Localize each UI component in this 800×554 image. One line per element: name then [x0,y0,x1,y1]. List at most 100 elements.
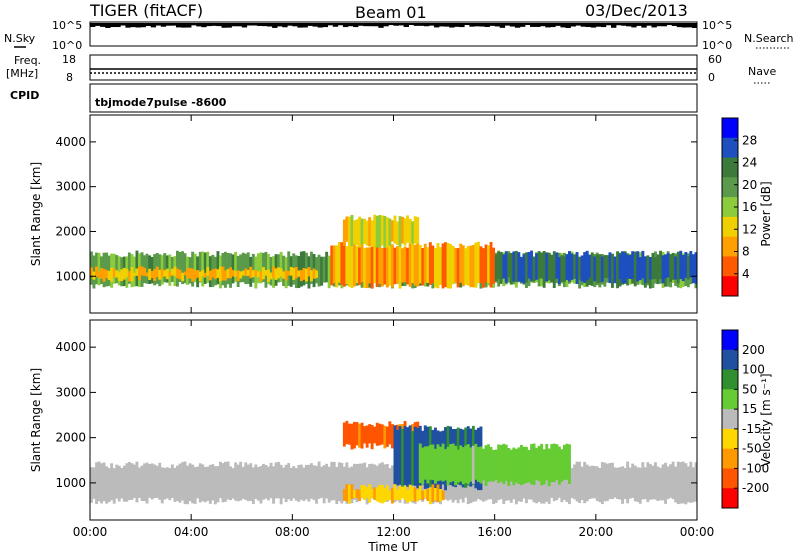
noise-mark [403,23,409,28]
heatmap-cell-core-band [315,270,318,278]
heatmap-cell-orange-low [408,484,412,502]
noise-mark [590,23,597,28]
heatmap-cell-main-band [97,252,101,286]
heatmap-cell-orange-low [434,488,437,501]
heatmap-cell-orange-low [398,486,402,501]
heatmap-cell-day-patch [464,248,468,285]
heatmap-cell-ground-scatter [641,462,645,500]
heatmap-cell-ground-scatter [633,465,637,502]
heatmap-cell-ground-scatter [368,464,372,500]
heatmap-cell-main-band [256,253,260,284]
heatmap-cell-ground-scatter [239,461,243,501]
heatmap-cell-day-patch [482,248,485,288]
heatmap-cell-late-band [547,252,551,281]
heatmap-cell-orange-low [393,484,397,500]
heatmap-cell-day-patch [335,245,339,288]
heatmap-cell-late-band [527,252,531,279]
heatmap-cell-ground-scatter [593,466,597,499]
beam-title: Beam 01 [355,3,427,22]
heatmap-cell-core-band [272,266,275,278]
x-tick-label: 12:00 [376,525,411,539]
heatmap-cell-main-band [198,251,202,283]
heatmap-cell-blue-arc [396,429,399,486]
heatmap-cell-day-patch [428,242,432,285]
heatmap-cell-core-band [302,268,306,280]
heatmap-cell-core-band [221,266,225,281]
heatmap-cell-red-streak [360,422,364,449]
heatmap-cell-late-band [530,250,533,281]
noise-mark [464,23,470,26]
heatmap-cell-ground-scatter [246,464,250,502]
noise-mark [661,23,667,27]
noise-mark [125,23,131,28]
noise-mark [494,23,501,27]
colorbar-swatch [722,389,738,410]
heatmap-cell-ground-scatter [90,467,93,503]
heatmap-cell-late-band [669,254,673,282]
heatmap-cell-ground-scatter [605,463,609,502]
heatmap-cell-core-band [287,271,291,276]
noise-mark [358,23,364,26]
colorbar-swatch [722,409,738,430]
colorbar-swatch [722,157,738,178]
y-tick-label: 1000 [55,476,86,490]
heatmap-cell-orange-low [353,490,356,498]
heatmap-cell-green-patch [459,445,463,482]
heatmap-cell-upper-patch [396,221,399,245]
noise-mark [383,23,389,27]
noise-mark [479,23,485,27]
noise-mark [181,23,187,28]
noise-mark [489,23,495,26]
heatmap-cell-green-patch [497,444,501,483]
heatmap-cell-red-streak [348,423,351,445]
heatmap-cell-main-band [181,251,184,285]
heatmap-cell-ground-scatter [168,468,172,501]
heatmap-cell-green-patch [431,444,435,481]
noise-mark [428,23,435,26]
heatmap-cell-core-band [178,269,182,280]
noise-mark [236,23,243,27]
heatmap-cell-ground-scatter [282,467,286,499]
heatmap-cell-green-patch [441,443,445,482]
heatmap-cell-ground-scatter [249,463,253,501]
heatmap-cell-core-band [133,272,136,277]
heatmap-cell-core-band [259,271,263,282]
heatmap-cell-ground-scatter [198,463,202,503]
heatmap-cell-orange-low [413,487,417,502]
heatmap-cell-green-patch [555,444,559,480]
heatmap-cell-main-band [226,253,230,285]
heatmap-cell-core-band [105,270,109,278]
heatmap-cell-ground-scatter [378,463,382,501]
heatmap-cell-green-patch [444,449,447,481]
colorbar-tick-label: 24 [742,156,757,170]
heatmap-cell-day-patch [434,248,437,288]
heatmap-cell-green-patch [487,444,490,482]
heatmap-cell-main-band [322,256,326,283]
colorbar-swatch [722,330,738,351]
heatmap-cell-green-patch [507,448,511,486]
heatmap-cell-ground-scatter [552,464,556,502]
heatmap-cell-ground-scatter [666,466,670,500]
noise-mark [312,23,318,27]
heatmap-cell-ground-scatter [287,463,291,500]
heatmap-cell-late-band [512,251,516,282]
power-cbar-label: Power [dB] [759,181,773,246]
heatmap-cell-ground-scatter [651,465,655,500]
heatmap-cell-orange-low [416,489,420,502]
heatmap-cell-late-band [555,252,559,279]
heatmap-cell-day-patch [332,245,336,284]
heatmap-cell-ground-scatter [95,462,98,505]
heatmap-cell-ground-scatter [269,462,273,499]
heatmap-cell-ground-scatter [112,468,116,504]
heatmap-cell-core-band [279,268,283,277]
colorbar-swatch [722,137,738,159]
heatmap-cell-green-patch [477,447,480,482]
heatmap-cell-orange-low [439,489,442,502]
heatmap-cell-ground-scatter [299,464,303,500]
heatmap-cell-green-patch [454,445,458,486]
noise-mark [666,23,673,26]
heatmap-cell-orange-low [388,490,392,500]
heatmap-cell-late-band [616,256,619,284]
heatmap-cell-ground-scatter [115,464,119,499]
heatmap-cell-core-band [191,268,195,282]
